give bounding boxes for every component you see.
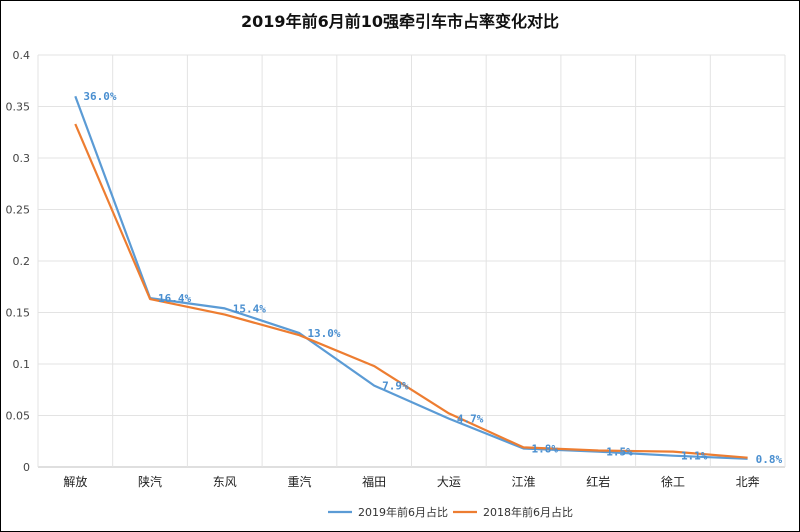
y-tick-label: 0: [23, 461, 30, 474]
legend-label-1: 2019年前6月占比: [358, 505, 448, 519]
data-label: 15.4%: [233, 302, 266, 315]
legend: 2019年前6月占比 2018年前6月占比: [328, 505, 573, 519]
series-line-2: [74, 123, 748, 459]
x-tick-label: 福田: [362, 474, 386, 489]
data-label: 36.0%: [83, 90, 116, 103]
data-label: 1.1%: [681, 450, 708, 463]
y-tick-label: 0.35: [6, 101, 31, 114]
x-tick-label: 大运: [437, 475, 461, 489]
data-label: 16.4%: [158, 292, 191, 305]
y-tick-label: 0.3: [13, 152, 31, 165]
x-tick-label: 徐工: [661, 474, 685, 489]
data-label: 13.0%: [307, 327, 340, 340]
x-tick-label: 陕汽: [138, 474, 162, 489]
data-label: 4.7%: [457, 413, 484, 426]
data-label: 0.8%: [756, 453, 783, 466]
x-tick-label: 东风: [213, 475, 237, 489]
y-tick-label: 0.25: [6, 204, 31, 217]
y-tick-label: 0.4: [13, 49, 31, 62]
data-label: 1.5%: [606, 446, 633, 459]
grid-layer: 0 0.05 0.1 0.15 0.2 0.25 0.3 0.35 0.4: [6, 49, 786, 474]
data-label-layer: 36.0% 16.4% 15.4% 13.0% 7.9% 4.7% 1.8% 1.5% 1.1%…: [83, 90, 782, 466]
chart-title: 2019年前6月前10强牵引车市占率变化对比: [241, 12, 559, 31]
x-tick-label: 重汽: [287, 474, 311, 489]
legend-label-2: 2018年前6月占比: [483, 505, 573, 519]
series-layer: [74, 95, 748, 460]
x-tick-label: 解放: [63, 474, 87, 489]
y-tick-label: 0.2: [13, 255, 31, 268]
x-tick-label: 北奔: [736, 475, 760, 489]
y-tick-label: 0.05: [6, 410, 31, 423]
y-tick-label: 0.1: [13, 358, 31, 371]
x-tick-label: 江淮: [512, 475, 536, 489]
data-label: 1.8%: [532, 442, 559, 455]
series-line-1: [74, 95, 748, 460]
data-label: 7.9%: [382, 380, 409, 393]
y-tick-label: 0.15: [6, 307, 31, 320]
x-axis-ticks: 解放 陕汽 东风 重汽 福田 大运 江淮 红岩 徐工 北奔: [63, 474, 759, 489]
x-tick-label: 红岩: [586, 474, 610, 489]
